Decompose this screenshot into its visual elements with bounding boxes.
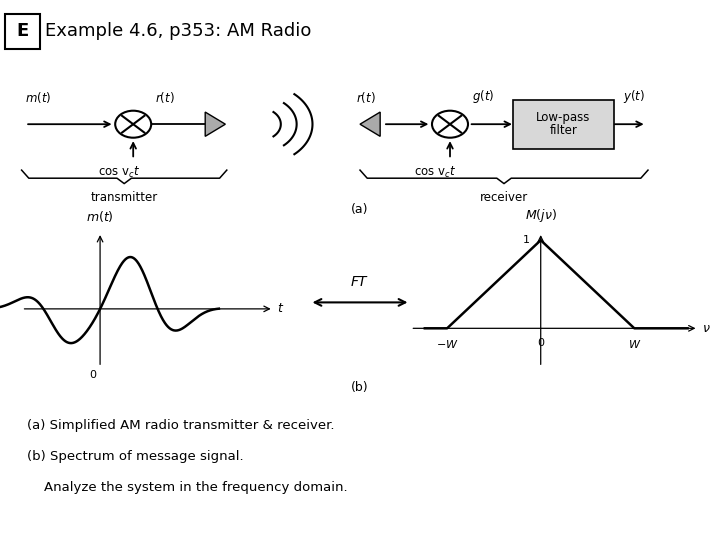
Text: $g(t)$: $g(t)$: [472, 89, 494, 105]
Text: $r(t)$: $r(t)$: [155, 90, 174, 105]
Text: Low-pass: Low-pass: [536, 111, 590, 124]
FancyBboxPatch shape: [513, 99, 614, 148]
Text: $\cos\,\mathsf{v}_c t$: $\cos\,\mathsf{v}_c t$: [97, 165, 140, 180]
Text: receiver: receiver: [480, 191, 528, 204]
Text: $t$: $t$: [277, 302, 284, 315]
Text: Analyze the system in the frequency domain.: Analyze the system in the frequency doma…: [27, 481, 348, 494]
FancyBboxPatch shape: [5, 14, 40, 49]
Text: $M(j\nu)$: $M(j\nu)$: [525, 207, 557, 224]
Text: $FT$: $FT$: [351, 275, 369, 289]
Text: (b): (b): [351, 381, 369, 394]
Polygon shape: [360, 112, 380, 136]
Text: E: E: [16, 22, 29, 40]
Text: (b) Spectrum of message signal.: (b) Spectrum of message signal.: [27, 450, 244, 463]
Text: transmitter: transmitter: [91, 191, 158, 204]
Text: 0: 0: [89, 370, 96, 380]
Text: 1: 1: [523, 235, 530, 245]
Text: $y(t)$: $y(t)$: [623, 89, 645, 105]
Text: $m(t)$: $m(t)$: [25, 90, 51, 105]
Text: $W$: $W$: [628, 338, 641, 350]
Text: $-W$: $-W$: [436, 338, 459, 350]
Text: filter: filter: [549, 124, 577, 137]
Text: Example 4.6, p353: AM Radio: Example 4.6, p353: AM Radio: [45, 22, 311, 40]
Text: (a) Simplified AM radio transmitter & receiver.: (a) Simplified AM radio transmitter & re…: [27, 418, 335, 431]
Text: $r(t)$: $r(t)$: [356, 90, 376, 105]
Text: $\nu$: $\nu$: [702, 322, 711, 335]
Text: $\cos\,\mathsf{v}_c t$: $\cos\,\mathsf{v}_c t$: [414, 165, 457, 180]
Text: (a): (a): [351, 202, 369, 215]
Text: 0: 0: [537, 338, 544, 348]
Text: $m(t)$: $m(t)$: [86, 209, 114, 224]
Polygon shape: [205, 112, 225, 136]
